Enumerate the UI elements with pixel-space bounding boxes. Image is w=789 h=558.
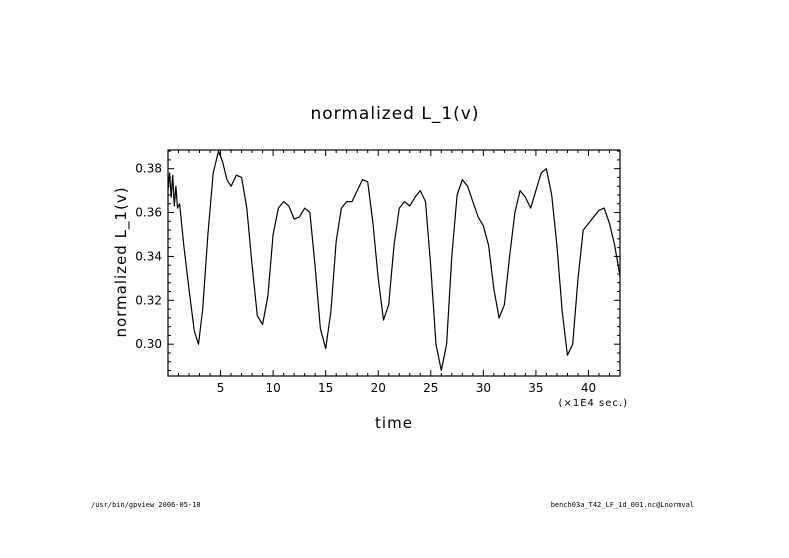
x-tick-label: 15 (318, 381, 333, 395)
y-axis: 0.30 0.32 0.34 0.36 0.38 (135, 150, 620, 372)
y-tick-label: 0.32 (135, 293, 162, 307)
x-axis-label: time (375, 414, 413, 432)
x-tick-label: 25 (423, 381, 438, 395)
x-tick-label: 20 (371, 381, 386, 395)
y-tick-label: 0.34 (135, 249, 162, 263)
chart-title: normalized L_1(v) (311, 104, 480, 124)
y-tick-label: 0.38 (135, 162, 162, 176)
x-tick-label: 10 (265, 381, 280, 395)
x-axis-unit: (×1E4 sec.) (559, 398, 628, 409)
footer-right: bench03a_T42_LF_1d_001.nc@Lnormval (550, 501, 694, 509)
footer-left: /usr/bin/gpview 2006-05-18 (91, 501, 201, 509)
x-tick-label: 35 (528, 381, 543, 395)
x-tick-label: 5 (217, 381, 225, 395)
x-tick-label: 40 (581, 381, 596, 395)
series-line (167, 150, 621, 372)
y-tick-label: 0.30 (135, 337, 162, 351)
plot-frame (167, 149, 621, 377)
y-tick-label: 0.36 (135, 206, 162, 220)
y-axis-label: normalized L_1(v) (112, 186, 131, 337)
x-tick-label: 30 (476, 381, 491, 395)
